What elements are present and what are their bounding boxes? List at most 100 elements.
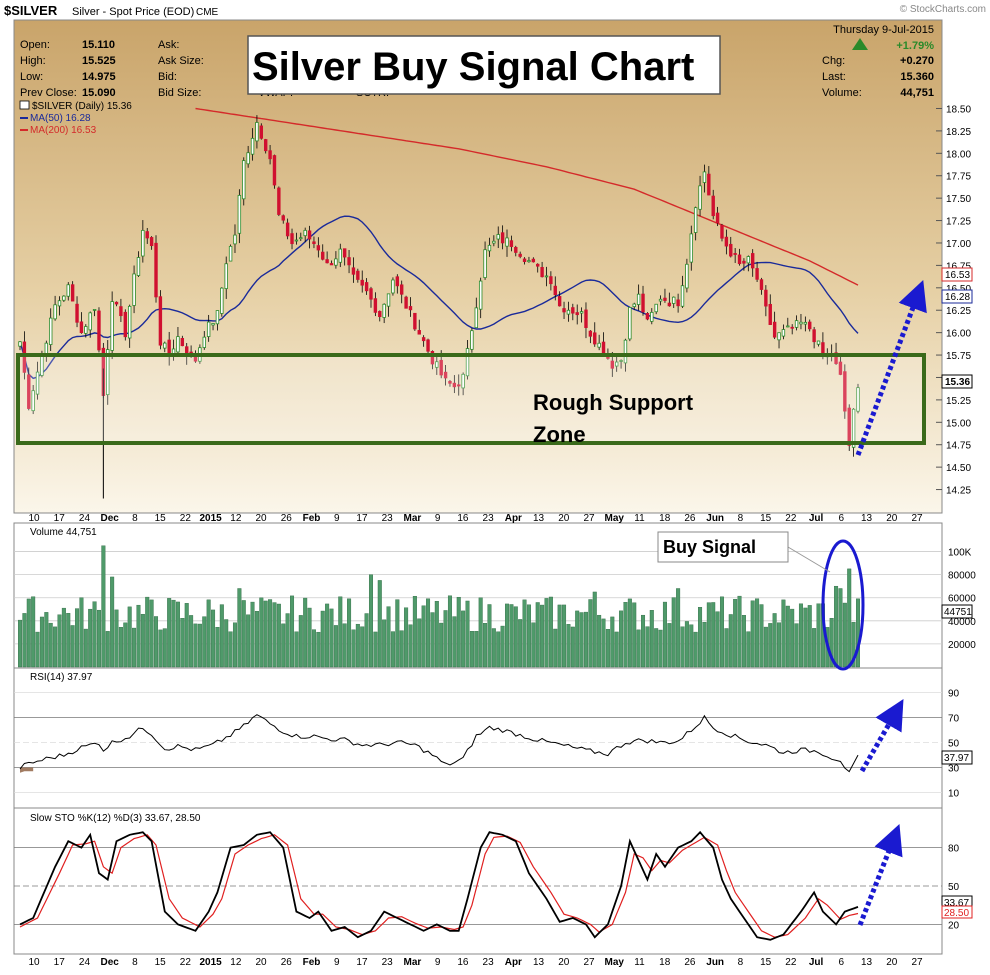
- volume-bar: [79, 597, 84, 668]
- volume-bar: [250, 601, 255, 668]
- candle-body: [851, 408, 856, 448]
- volume-bar: [110, 576, 115, 668]
- svg-text:Open:: Open:: [20, 39, 50, 51]
- volume-bar: [474, 631, 479, 668]
- price-tags: 16.53 16.28 15.36: [941, 267, 973, 389]
- sto-d-tag-value: 28.50: [944, 908, 969, 919]
- candle-body: [233, 234, 237, 245]
- volume-bar: [219, 604, 224, 668]
- rsi-tick-label: 90: [948, 689, 960, 700]
- candle-body: [79, 321, 84, 334]
- svg-text:Prev Close:: Prev Close:: [20, 87, 77, 99]
- sto-x-axis: 10 17 24 Dec 8 15 22 2015 12 20 26 Feb 9 17 23 Mar 9 16 23…: [28, 957, 923, 968]
- candle-body: [724, 236, 729, 247]
- candle-body: [285, 222, 290, 237]
- volume-bar: [18, 619, 23, 668]
- candle-body: [742, 260, 746, 264]
- candle-body: [478, 280, 483, 310]
- candle-body: [650, 311, 654, 322]
- rsi-line: [19, 714, 859, 773]
- candle-body: [351, 267, 356, 275]
- volume-bar: [118, 627, 123, 668]
- candle-body: [509, 240, 514, 247]
- svg-text:MA(200) 16.53: MA(200) 16.53: [30, 125, 97, 136]
- candle-body: [465, 348, 470, 377]
- candle-body: [84, 326, 88, 334]
- x-tick-label: 26: [281, 513, 293, 524]
- x-tick-label: 2015: [199, 513, 222, 524]
- candle-body: [132, 273, 136, 306]
- rsi-tick-label: 10: [948, 789, 960, 800]
- volume-bar: [75, 608, 80, 668]
- price-tick-label: 15.25: [946, 396, 971, 407]
- volume-bar: [636, 629, 641, 668]
- description-label: Silver - Spot Price (EOD): [72, 6, 194, 18]
- candle-body: [255, 122, 259, 142]
- volume-bar: [197, 623, 202, 668]
- volume-bar: [237, 588, 242, 668]
- x-tick-label: 9: [435, 513, 441, 524]
- volume-bar: [316, 631, 321, 668]
- candle-body: [180, 338, 185, 347]
- sto-tick-label: 50: [948, 882, 960, 893]
- x-tick-label: 9: [435, 957, 441, 968]
- candle-body: [400, 284, 404, 295]
- volume-bar: [500, 625, 505, 668]
- volume-bar: [241, 600, 246, 668]
- buy-signal-box: [657, 531, 789, 563]
- candle-body: [571, 307, 575, 314]
- volume-bar: [605, 629, 610, 668]
- x-tick-label: 17: [356, 513, 368, 524]
- candle-body: [334, 258, 338, 266]
- volume-bar: [478, 597, 483, 668]
- candle-body: [553, 285, 557, 296]
- candle-body: [435, 361, 439, 368]
- volume-bar: [123, 622, 128, 668]
- price-tick-label: 16.25: [946, 306, 971, 317]
- x-tick-label: 20: [558, 957, 570, 968]
- candle-body: [698, 185, 702, 210]
- candle-body: [154, 242, 158, 298]
- candle-body: [518, 253, 522, 257]
- volume-bar: [662, 601, 667, 668]
- x-tick-label: Jun: [706, 957, 724, 968]
- volume-bar: [53, 626, 58, 668]
- volume-bar: [785, 605, 790, 668]
- sto-k-tag-value: 33.67: [944, 898, 969, 909]
- candle-body: [522, 258, 527, 262]
- candle-body: [689, 233, 693, 263]
- candle-body: [88, 312, 92, 331]
- candle-body: [632, 303, 636, 308]
- candle-body: [316, 245, 321, 251]
- x-tick-label: 12: [230, 957, 242, 968]
- support-zone-box: [16, 353, 926, 445]
- volume-bar: [382, 619, 387, 668]
- volume-bar: [741, 615, 746, 668]
- watermark: © StockCharts.com: [900, 4, 986, 15]
- volume-bar: [140, 613, 145, 668]
- x-tick-label: 8: [132, 957, 138, 968]
- volume-bar: [145, 596, 150, 668]
- svg-text:Chg:: Chg:: [822, 55, 845, 67]
- volume-bar: [360, 626, 365, 668]
- candle-body: [720, 224, 724, 239]
- candle-body: [680, 285, 685, 307]
- x-tick-label: 23: [382, 513, 394, 524]
- buy-signal-ellipse: [821, 539, 865, 671]
- candle-body: [158, 296, 163, 346]
- x-tick-label: 22: [785, 513, 797, 524]
- volume-bar: [333, 625, 338, 668]
- buy-signal-label: Buy Signal: [663, 537, 756, 557]
- x-tick-label: 22: [180, 513, 192, 524]
- candle-body: [259, 125, 264, 139]
- volume-bar: [834, 585, 839, 668]
- price-legend: $SILVER (Daily) 15.36 MA(50) 16.28 MA(20…: [19, 100, 132, 136]
- sto-k-line: [19, 830, 859, 941]
- x-tick-label: 16: [457, 957, 469, 968]
- x-tick-label: 22: [785, 957, 797, 968]
- volume-bar: [522, 599, 527, 668]
- volume-bar: [307, 607, 312, 668]
- volume-bar: [364, 613, 369, 668]
- volume-bar: [127, 606, 132, 668]
- volume-tick-label: 100K: [948, 548, 972, 559]
